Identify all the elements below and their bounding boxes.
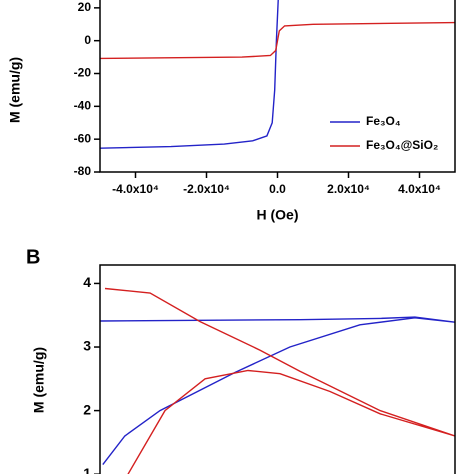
x-tick-label: 4.0x10⁴ (398, 182, 441, 196)
series-line (100, 316, 455, 466)
x-tick-label: 2.0x10⁴ (327, 182, 370, 196)
x-axis-label: H (Oe) (257, 207, 299, 223)
y-tick-label: 3 (83, 338, 91, 354)
y-axis-label: M (emu/g) (31, 347, 47, 413)
y-tick-label: -20 (74, 66, 92, 80)
x-tick-label: 0.0 (269, 182, 286, 196)
legend-label: Fe₃O₄ (366, 114, 401, 128)
y-tick-label: 2 (83, 401, 91, 417)
plot-frame (99, 264, 456, 474)
y-tick-label: -80 (74, 164, 92, 178)
series-line (104, 287, 455, 474)
x-tick-label: -2.0x10⁴ (183, 182, 230, 196)
y-tick-label: 4 (83, 274, 91, 290)
plot-area (100, 287, 455, 474)
y-tick-label: -40 (74, 99, 92, 113)
series-line (100, 21, 455, 60)
y-tick-label: 0 (84, 33, 91, 47)
y-tick-label: -60 (74, 131, 92, 145)
y-tick-label: 1 (83, 465, 91, 474)
legend-label: Fe₃O₄@SiO₂ (366, 138, 438, 152)
plot-area (100, 0, 455, 149)
panel-label: B (26, 246, 40, 268)
y-tick-label: 20 (78, 0, 92, 14)
y-axis-label: M (emu/g) (7, 57, 23, 123)
series-line (100, 0, 279, 149)
x-tick-label: -4.0x10⁴ (112, 182, 159, 196)
